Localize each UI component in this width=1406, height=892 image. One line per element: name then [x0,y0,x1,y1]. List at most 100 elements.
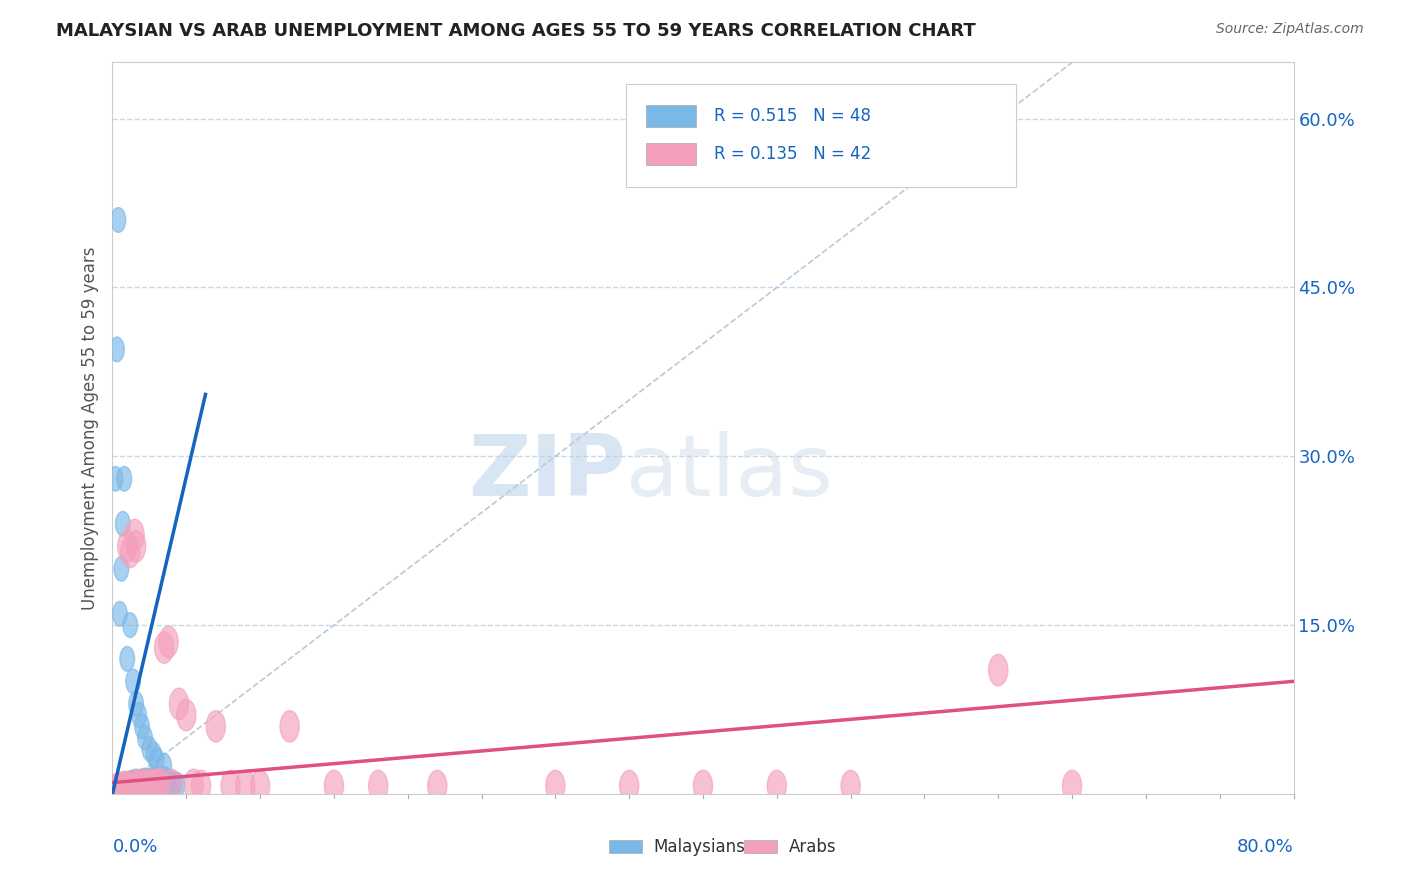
Ellipse shape [177,699,195,731]
Ellipse shape [167,772,181,797]
Ellipse shape [142,737,156,761]
Ellipse shape [124,771,143,802]
Ellipse shape [121,536,139,567]
Ellipse shape [988,655,1008,686]
Bar [744,840,778,853]
Ellipse shape [129,769,143,794]
Ellipse shape [129,771,149,802]
Ellipse shape [221,771,240,802]
Ellipse shape [120,772,135,797]
Ellipse shape [114,773,129,798]
Ellipse shape [1063,771,1081,802]
Ellipse shape [124,771,139,795]
Ellipse shape [117,773,132,798]
Ellipse shape [111,775,125,799]
Ellipse shape [170,772,184,797]
Ellipse shape [112,601,128,626]
Ellipse shape [157,754,172,778]
Ellipse shape [125,669,141,694]
Ellipse shape [620,771,638,802]
Ellipse shape [135,769,149,794]
Ellipse shape [132,769,152,801]
Ellipse shape [165,772,179,797]
Ellipse shape [139,769,159,801]
FancyBboxPatch shape [626,85,1017,186]
Ellipse shape [155,632,174,664]
Ellipse shape [108,467,122,491]
Ellipse shape [546,771,565,802]
Ellipse shape [122,613,138,638]
Ellipse shape [162,769,181,801]
Ellipse shape [114,557,129,582]
Ellipse shape [149,747,165,772]
Ellipse shape [145,771,163,802]
Ellipse shape [112,775,128,799]
Ellipse shape [138,725,152,750]
Ellipse shape [114,772,132,804]
Text: ZIP: ZIP [468,431,626,514]
Ellipse shape [128,771,142,795]
Ellipse shape [110,772,129,804]
Ellipse shape [105,775,125,806]
Text: 0.0%: 0.0% [112,838,157,855]
Bar [647,105,696,127]
Ellipse shape [115,772,134,803]
Ellipse shape [141,769,155,794]
Text: R = 0.515   N = 48: R = 0.515 N = 48 [714,107,870,125]
Y-axis label: Unemployment Among Ages 55 to 59 years: Unemployment Among Ages 55 to 59 years [80,246,98,610]
Ellipse shape [148,769,166,801]
Ellipse shape [120,647,135,671]
Ellipse shape [135,771,155,802]
Ellipse shape [368,771,388,802]
Ellipse shape [207,711,225,742]
Ellipse shape [108,777,122,802]
Ellipse shape [184,769,204,801]
Ellipse shape [115,775,131,799]
Ellipse shape [107,773,127,805]
Ellipse shape [125,519,145,551]
Ellipse shape [162,772,176,797]
Ellipse shape [129,691,143,716]
Text: MALAYSIAN VS ARAB UNEMPLOYMENT AMONG AGES 55 TO 59 YEARS CORRELATION CHART: MALAYSIAN VS ARAB UNEMPLOYMENT AMONG AGE… [56,22,976,40]
Ellipse shape [236,771,254,802]
Ellipse shape [117,772,135,803]
Bar [647,143,696,165]
Text: Source: ZipAtlas.com: Source: ZipAtlas.com [1216,22,1364,37]
Bar [609,840,641,853]
Ellipse shape [118,531,136,562]
Text: Arabs: Arabs [789,838,837,855]
Text: Malaysians: Malaysians [654,838,745,855]
Ellipse shape [325,771,343,802]
Ellipse shape [280,711,299,742]
Ellipse shape [110,776,124,801]
Ellipse shape [250,771,270,802]
Ellipse shape [143,768,159,793]
Ellipse shape [117,467,132,491]
Ellipse shape [132,703,146,728]
Ellipse shape [121,772,136,797]
Ellipse shape [132,771,146,795]
Ellipse shape [138,768,152,793]
Ellipse shape [111,772,131,804]
Ellipse shape [427,771,447,802]
Ellipse shape [159,626,179,657]
Ellipse shape [149,767,165,791]
Ellipse shape [169,688,188,720]
Ellipse shape [108,773,128,805]
Ellipse shape [841,771,860,802]
Text: 80.0%: 80.0% [1237,838,1294,855]
Ellipse shape [122,772,138,797]
Ellipse shape [127,531,146,562]
Ellipse shape [693,771,713,802]
Ellipse shape [146,768,162,793]
Ellipse shape [125,772,141,797]
Ellipse shape [115,511,131,536]
Ellipse shape [155,768,170,793]
Ellipse shape [110,337,124,362]
Ellipse shape [146,742,162,767]
Ellipse shape [152,767,167,791]
Ellipse shape [150,768,169,799]
Ellipse shape [135,714,149,739]
Ellipse shape [118,772,134,797]
Ellipse shape [142,769,156,794]
